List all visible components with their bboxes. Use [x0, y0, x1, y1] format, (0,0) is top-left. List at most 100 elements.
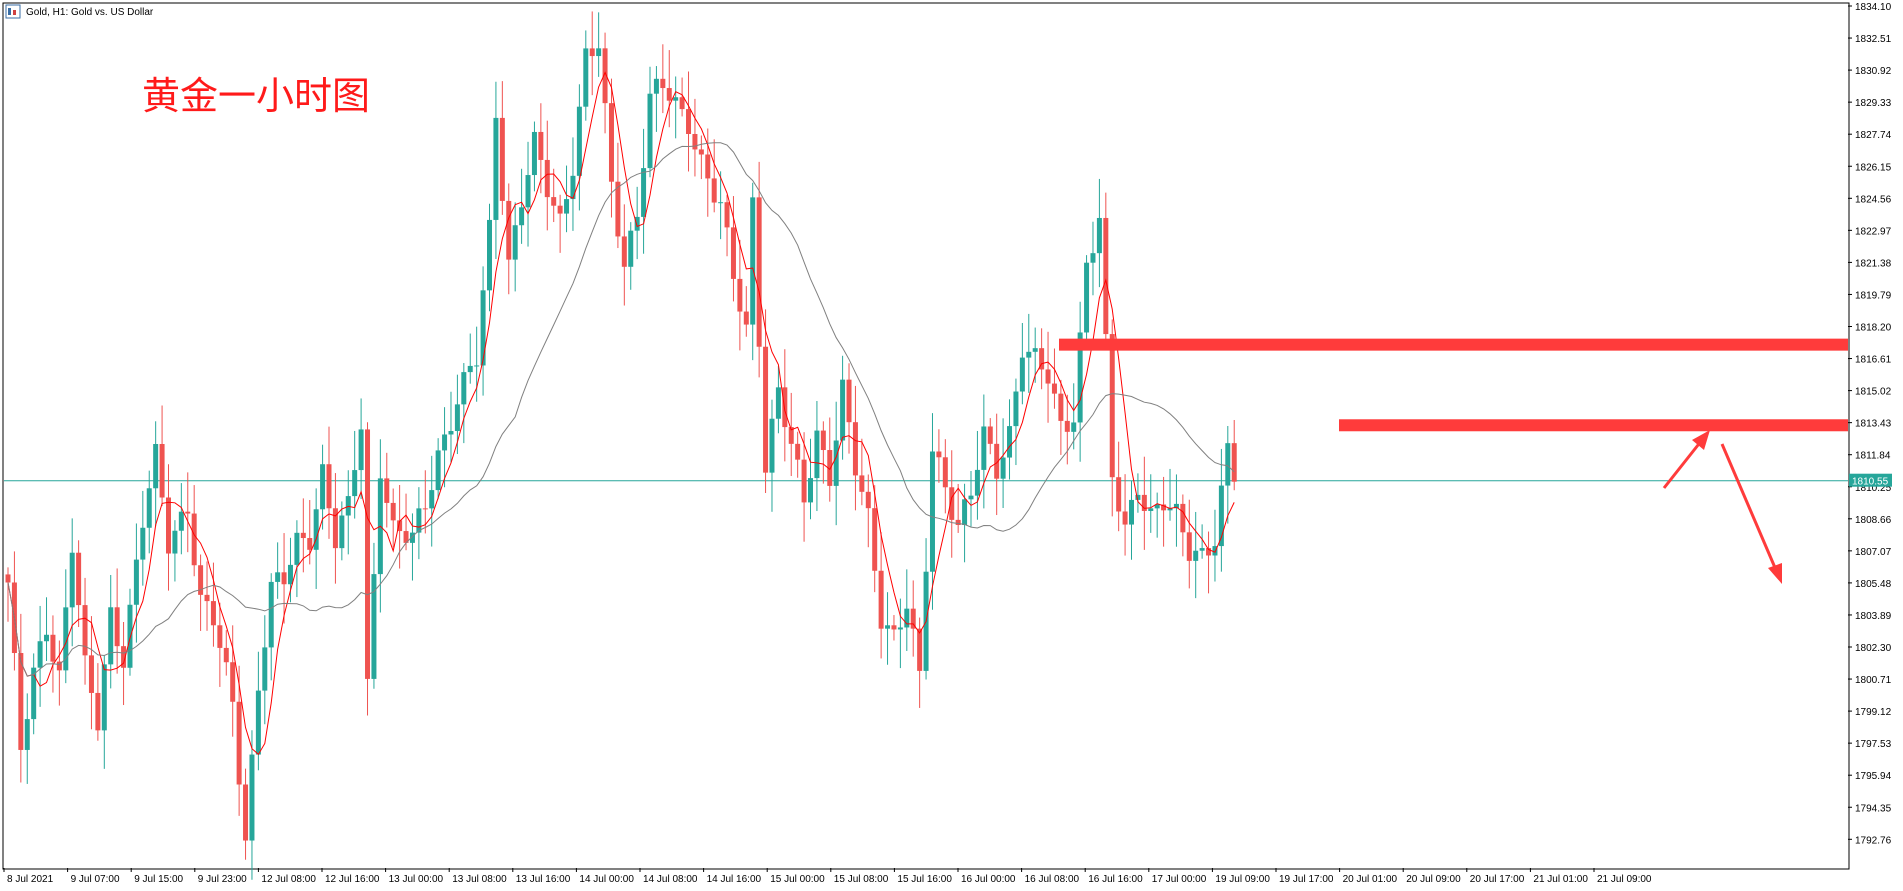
- price-tick-label: 1816.61: [1855, 355, 1892, 366]
- candle-body: [820, 430, 826, 451]
- candle-body: [454, 404, 460, 432]
- candle-body: [1096, 217, 1102, 254]
- candle-body: [1071, 422, 1077, 432]
- candle-body: [1161, 504, 1167, 511]
- price-tick-label: 1826.15: [1855, 162, 1892, 173]
- candle-body: [82, 605, 88, 656]
- candle-body: [564, 199, 570, 214]
- candle-body: [833, 440, 839, 486]
- candle-body: [679, 97, 685, 110]
- candle-body: [1199, 548, 1205, 551]
- candle-body: [743, 311, 749, 325]
- time-tick-label: 15 Jul 08:00: [834, 874, 889, 885]
- candle-body: [602, 48, 608, 104]
- candle-body: [480, 290, 486, 366]
- price-tick-label: 1799.12: [1855, 707, 1892, 718]
- candle-body: [1109, 334, 1115, 478]
- time-tick-label: 14 Jul 16:00: [707, 874, 762, 885]
- candle-body: [968, 495, 974, 500]
- candle-body: [114, 607, 120, 647]
- time-tick-label: 14 Jul 08:00: [643, 874, 698, 885]
- candle-body: [1019, 357, 1025, 392]
- candle-body: [628, 230, 634, 267]
- candle-body: [371, 574, 377, 679]
- candle-body: [146, 488, 152, 528]
- candle-body: [686, 109, 692, 134]
- time-tick-label: 17 Jul 00:00: [1152, 874, 1207, 885]
- candle-body: [859, 475, 865, 492]
- candle-body: [223, 647, 229, 663]
- candle-body: [50, 634, 56, 662]
- price-tick-label: 1824.56: [1855, 194, 1892, 205]
- time-tick-label: 9 Jul 15:00: [134, 874, 183, 885]
- candle-body: [608, 103, 614, 182]
- time-tick-label: 16 Jul 00:00: [961, 874, 1016, 885]
- candle-body: [698, 149, 704, 155]
- arrow-up-icon: [1662, 439, 1704, 489]
- candle-body: [544, 159, 550, 198]
- price-axis[interactable]: 1834.10 1832.51 1830.92 1829.33 1827.74 1826.…: [1848, 2, 1892, 846]
- candle-body: [1116, 477, 1122, 512]
- candle-body: [634, 216, 640, 231]
- candle-body: [910, 608, 916, 629]
- candle-body: [551, 197, 557, 206]
- candle-body: [345, 496, 351, 516]
- candle-body: [576, 106, 582, 176]
- candle-body: [499, 117, 505, 201]
- candle-body: [153, 444, 159, 489]
- candle-body: [878, 570, 884, 629]
- candle-body: [929, 451, 935, 572]
- candle-body: [596, 48, 602, 57]
- candle-body: [422, 508, 428, 510]
- price-tick-label: 1830.92: [1855, 66, 1892, 77]
- time-axis[interactable]: 8 Jul 2021 9 Jul 07:00 9 Jul 15:00 9 Jul 23…: [3, 868, 1652, 885]
- time-tick-label: 9 Jul 23:00: [198, 874, 247, 885]
- candle-body: [172, 530, 178, 554]
- price-tick-label: 1807.07: [1855, 547, 1892, 558]
- candle-body: [1135, 494, 1141, 500]
- candle-body: [352, 470, 358, 497]
- candle-body: [1141, 494, 1147, 511]
- candle-body: [775, 387, 781, 419]
- chart-annotation-title: 黄金一小时图: [142, 74, 370, 118]
- candle-body: [570, 175, 576, 200]
- candle-body: [891, 625, 897, 630]
- candle-body: [718, 202, 724, 204]
- time-tick-label: 20 Jul 01:00: [1343, 874, 1398, 885]
- candle-body: [583, 48, 589, 107]
- price-tick-label: 1832.51: [1855, 34, 1892, 45]
- arrow-up-head: [1692, 430, 1710, 450]
- price-tick-label: 1819.79: [1855, 290, 1892, 301]
- fast-ma-line: [7, 71, 1235, 756]
- candle-body: [108, 607, 114, 665]
- candle-body: [962, 499, 968, 526]
- time-tick-label: 21 Jul 01:00: [1533, 874, 1588, 885]
- candle-body: [365, 429, 371, 679]
- candle-body: [519, 207, 525, 226]
- candle-body: [730, 227, 736, 279]
- price-tick-label: 1797.53: [1855, 739, 1892, 750]
- candle-body: [1064, 420, 1070, 432]
- candle-body: [974, 469, 980, 496]
- candle-body: [942, 457, 948, 488]
- candle-body: [448, 431, 454, 435]
- candle-body: [487, 219, 492, 291]
- candle-body: [1129, 499, 1134, 525]
- candle-body: [24, 719, 30, 750]
- candle-body: [127, 604, 133, 668]
- candle-body: [326, 464, 332, 509]
- candle-body: [88, 655, 94, 693]
- price-tick-label: 1810.25: [1855, 483, 1892, 494]
- candle-body: [300, 532, 306, 539]
- candle-body: [955, 519, 961, 526]
- candle-body: [403, 531, 409, 543]
- candle-body: [808, 478, 813, 503]
- candle-body: [1000, 457, 1006, 479]
- price-tick-label: 1805.48: [1855, 579, 1892, 590]
- candle-body: [95, 692, 101, 731]
- candle-body: [1077, 332, 1083, 423]
- candle-body: [268, 581, 274, 648]
- time-tick-label: 13 Jul 16:00: [516, 874, 571, 885]
- candle-body: [1090, 253, 1096, 263]
